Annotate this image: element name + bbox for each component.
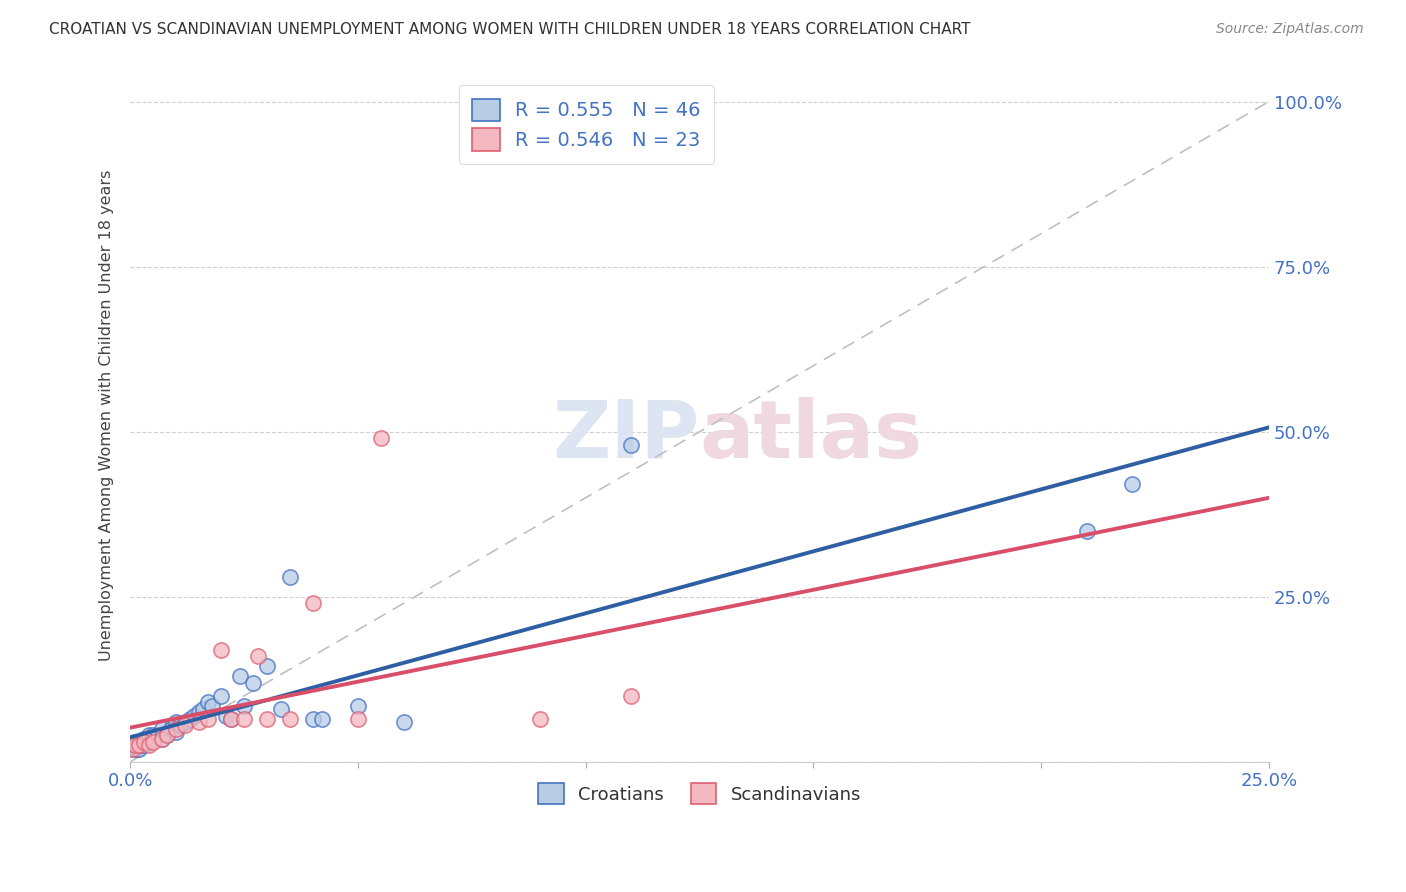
Point [128, 739, 150, 753]
Point [187, 715, 209, 730]
Point [278, 570, 301, 584]
Point [219, 712, 242, 726]
Point [156, 728, 179, 742]
Point [301, 712, 323, 726]
Point [150, 722, 173, 736]
Point [215, 708, 238, 723]
Point [219, 712, 242, 726]
Point [174, 718, 197, 732]
Point [132, 739, 155, 753]
Point [124, 739, 146, 753]
Point [347, 712, 370, 726]
Point [233, 698, 256, 713]
Point [529, 712, 551, 726]
Point [138, 739, 160, 753]
Point [169, 718, 191, 732]
Point [124, 739, 146, 753]
Point [142, 731, 165, 746]
Point [256, 659, 278, 673]
Point [301, 596, 323, 610]
Point [242, 675, 264, 690]
Point [128, 741, 150, 756]
Point [128, 739, 150, 753]
Point [121, 741, 143, 756]
Point [156, 728, 179, 742]
Point [193, 702, 215, 716]
Point [347, 698, 370, 713]
Point [1121, 477, 1143, 491]
Point [128, 735, 150, 749]
Point [201, 698, 224, 713]
Point [124, 741, 146, 756]
Point [165, 715, 187, 730]
Point [197, 695, 219, 709]
Point [370, 431, 392, 445]
Point [233, 712, 256, 726]
Point [150, 731, 173, 746]
Point [270, 702, 292, 716]
Point [256, 712, 278, 726]
Point [183, 708, 205, 723]
Point [150, 731, 173, 746]
Point [132, 731, 155, 746]
Point [174, 715, 197, 730]
Point [160, 722, 183, 736]
Point [209, 689, 232, 703]
Point [187, 705, 209, 719]
Point [138, 735, 160, 749]
Text: Source: ZipAtlas.com: Source: ZipAtlas.com [1216, 22, 1364, 37]
Text: ZIP: ZIP [553, 397, 700, 475]
Point [179, 712, 201, 726]
Point [124, 735, 146, 749]
Point [228, 669, 250, 683]
Point [246, 649, 269, 664]
Point [142, 735, 165, 749]
Point [392, 715, 415, 730]
Point [197, 712, 219, 726]
Point [165, 725, 187, 739]
Point [142, 728, 165, 742]
Text: atlas: atlas [700, 397, 922, 475]
Text: CROATIAN VS SCANDINAVIAN UNEMPLOYMENT AMONG WOMEN WITH CHILDREN UNDER 18 YEARS C: CROATIAN VS SCANDINAVIAN UNEMPLOYMENT AM… [49, 22, 970, 37]
Y-axis label: Unemployment Among Women with Children Under 18 years: Unemployment Among Women with Children U… [100, 169, 114, 661]
Point [278, 712, 301, 726]
Point [132, 735, 155, 749]
Point [165, 722, 187, 736]
Point [121, 741, 143, 756]
Legend: Croatians, Scandinavians: Croatians, Scandinavians [527, 772, 872, 815]
Point [620, 438, 643, 452]
Point [127, 741, 149, 756]
Point [311, 712, 333, 726]
Point [138, 728, 160, 742]
Point [132, 735, 155, 749]
Point [146, 728, 169, 742]
Point [620, 689, 643, 703]
Point [209, 642, 232, 657]
Point [1076, 524, 1098, 538]
